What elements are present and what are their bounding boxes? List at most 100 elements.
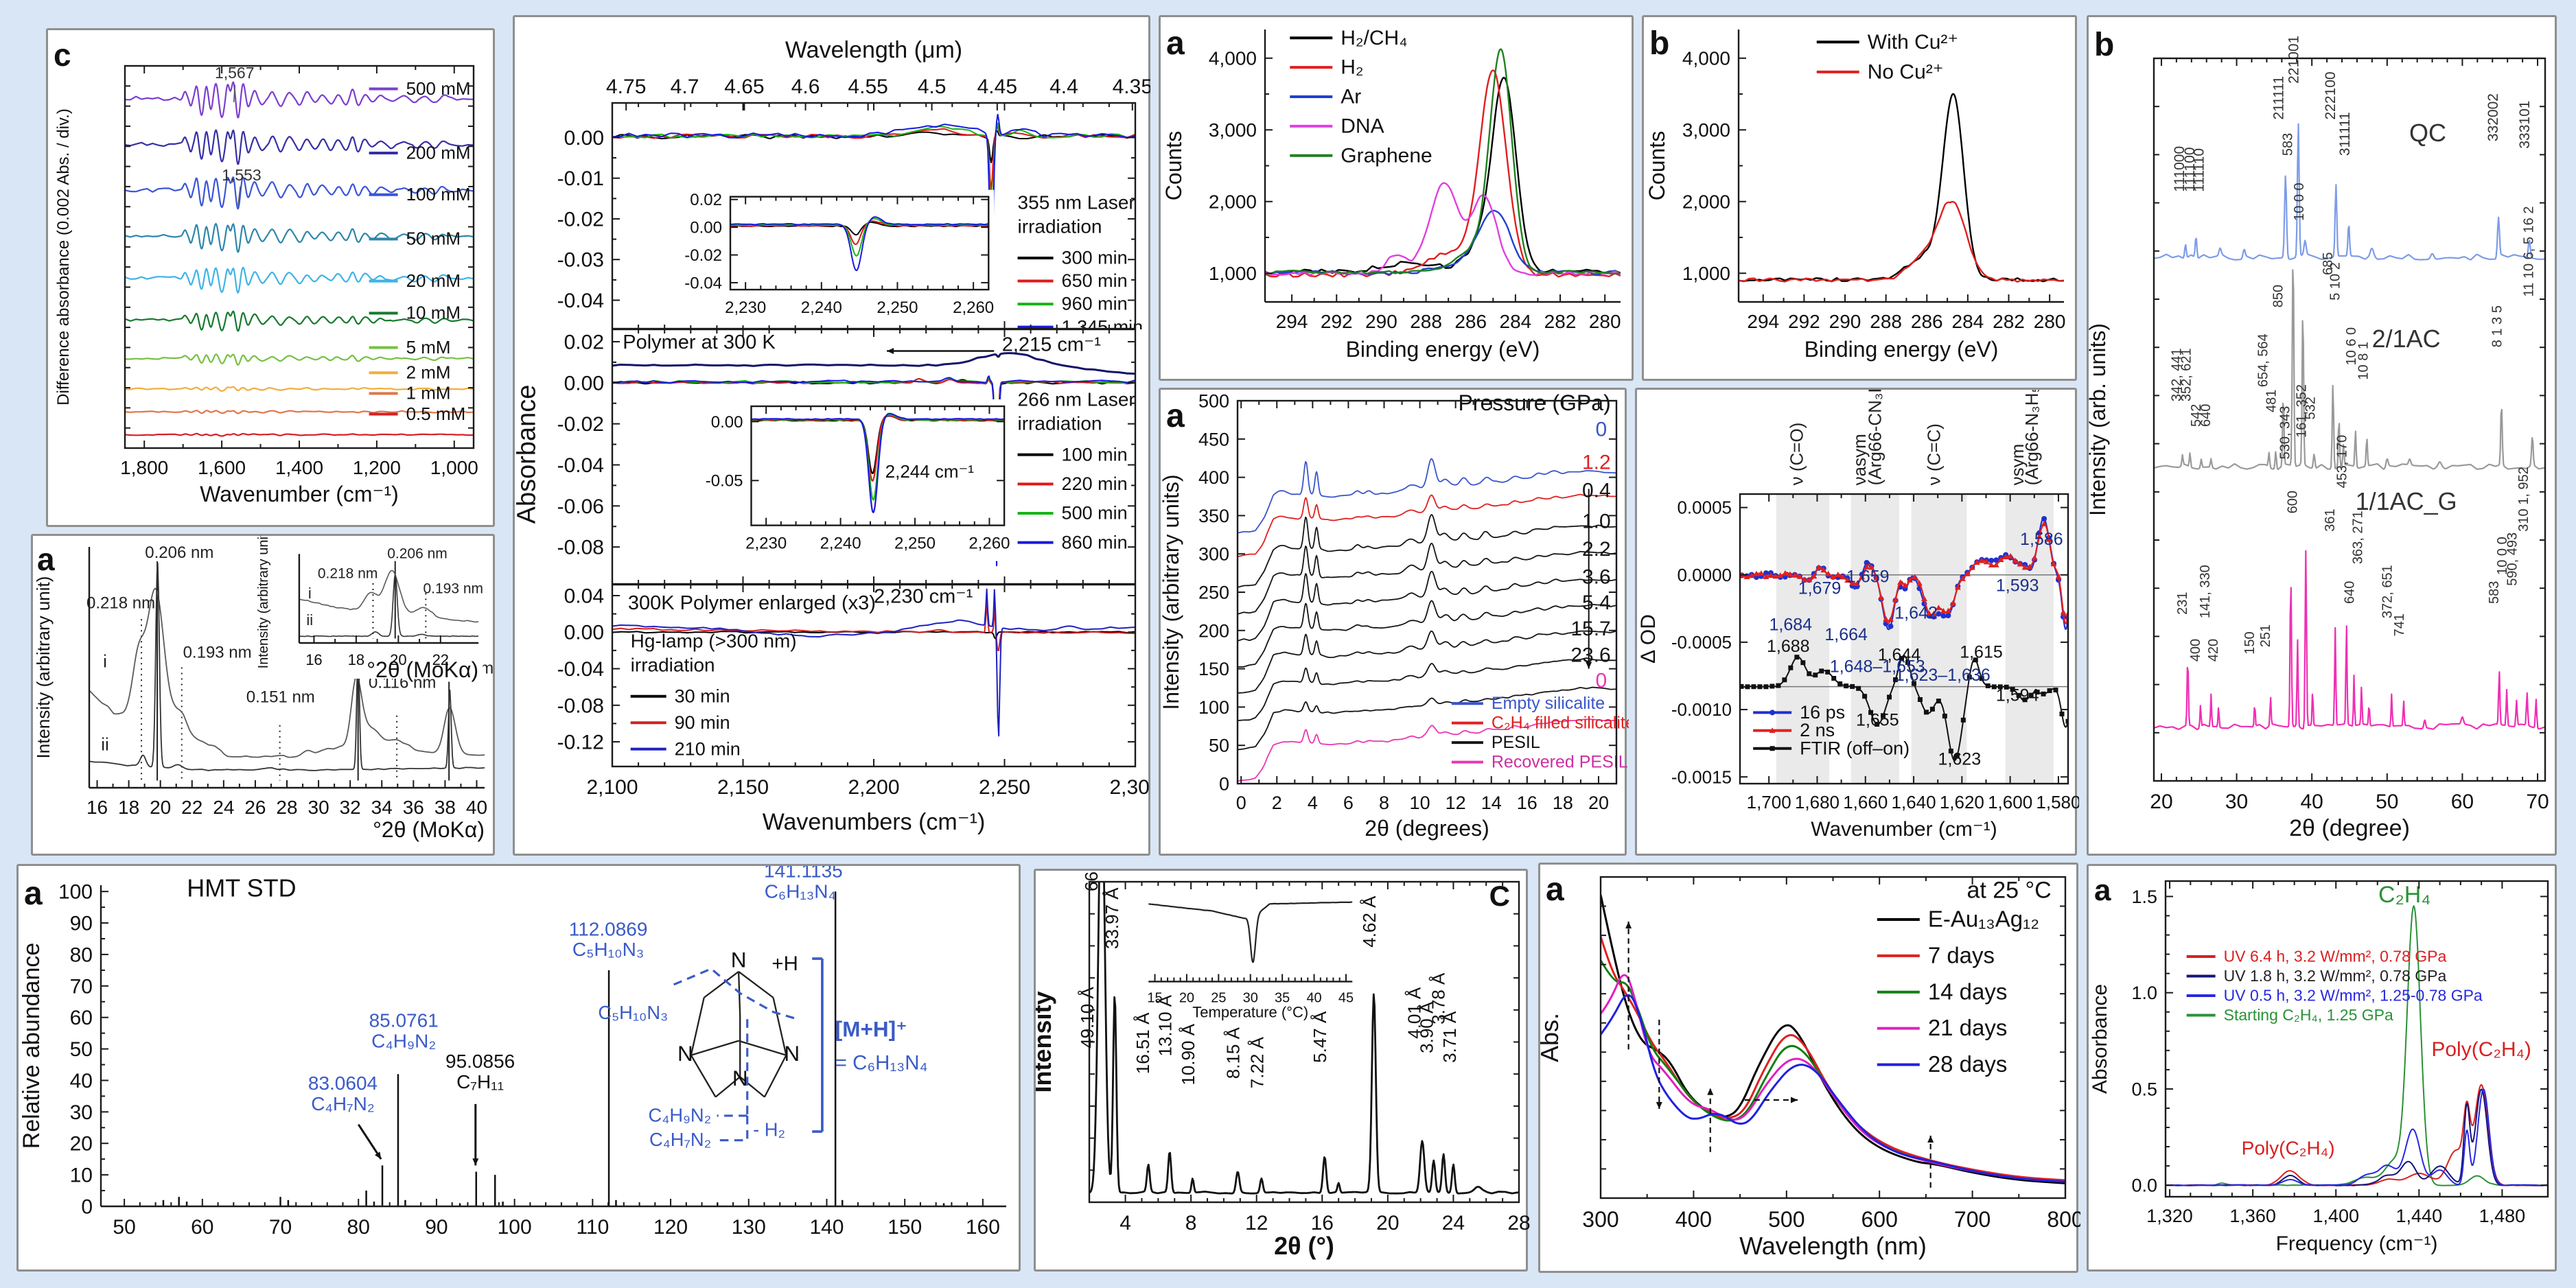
legend-label: 2 mM [406, 362, 451, 383]
structure-label: N [677, 1041, 693, 1066]
x-tick-label: 292 [1321, 311, 1353, 332]
x-tick-label: 36 [403, 797, 424, 818]
y-tick-label: 10 [70, 1164, 93, 1187]
x-axis-label: Frequency (cm⁻¹) [2276, 1232, 2438, 1255]
y-tick-label: 2,000 [1209, 191, 1257, 213]
xrd-mokalpha-inset-traces [299, 561, 479, 639]
x-tick-label: 1,320 [2146, 1206, 2193, 1226]
annotation: 0 [1596, 669, 1608, 692]
band [1776, 494, 1830, 784]
inset-266-axes: 2,230 2,240 2,250 2,260 0.00 -0.05 [706, 405, 1010, 553]
legend-0: UV 6.4 h, 3.2 W/mm², 0.78 GPa UV 1.8 h, 3… [2186, 947, 2483, 1024]
legend-label: 960 min [1062, 294, 1128, 314]
mass-spectrum-figure: HMT STD112.0869C₅H₁₀N₃85.0761C₄H₉N₂83.06… [19, 866, 1006, 1239]
x-tick-label: 160 [966, 1216, 1000, 1239]
y-axis-label: Absorbance [2089, 984, 2111, 1094]
trace-2/1AC [2154, 269, 2545, 471]
x-tick-label: 280 [1589, 311, 1621, 332]
irradiation-container-figure: Absorbance [515, 385, 542, 524]
x-tick-label: 6 [1343, 793, 1354, 813]
annotation: 7.22 Å [1246, 1036, 1267, 1088]
x-tick-label: 2,230 [745, 535, 787, 553]
x-tick-label: 290 [1365, 311, 1397, 332]
y-tick-label: 50 [70, 1038, 93, 1061]
y-tick-label: 0 [1219, 773, 1229, 794]
uvvis-stability-axes: 300 400 500 600 700 800 Wavelength (nm) Abs. [1540, 876, 2080, 1260]
trace-No Cu²⁺ [1739, 200, 2064, 283]
y-tick-label: 200 [1198, 620, 1229, 641]
x-tick-label: 16 [86, 797, 108, 818]
x-tick-label: 2,150 [717, 776, 769, 799]
legend-label: H₂ [1341, 56, 1363, 79]
x-tick-label: 1,000 [430, 457, 478, 478]
y-tick-label: -0.02 [557, 208, 604, 231]
inset-266-traces [751, 412, 1005, 513]
polyethylene-ir-traces [2166, 905, 2548, 1186]
legend-label: 0.5 mM [406, 403, 466, 424]
annotation: 0.218 nm [86, 594, 155, 613]
annotation: 600 [2285, 491, 2300, 513]
annotation: 530, 343 [2277, 406, 2293, 460]
x-tick-label: 20 [1179, 990, 1194, 1005]
trace-5 mM [125, 353, 474, 366]
ftir-concentration-traces [125, 81, 474, 437]
irradiation-hg-lamp-axes: 2,100 2,150 2,200 2,250 2,300 Wavenumbers (cm… [557, 585, 1150, 835]
annotation: 1/1AC_G [2356, 487, 2457, 515]
annotation: 1,642 [1894, 603, 1938, 622]
x-axis-label: Binding energy (eV) [1346, 337, 1540, 362]
xrd-mokalpha-figure: 0.218 nm0.206 nm0.193 nm0.151 nm0.126 nm… [33, 536, 494, 842]
polyethylene-ir-figure: C₂H₄ Poly(C₂H₄) Poly(C₂H₄) UV 6.4 h, 3.2 W/… [2089, 874, 2549, 1255]
y-tick-label: 0.0005 [1677, 497, 1732, 518]
x-tick-label: 16 [1517, 793, 1538, 813]
annotation: 532 [2304, 397, 2319, 419]
x-tick-label: 1,800 [120, 457, 168, 478]
annotation: 420 [2206, 639, 2221, 661]
annotation: 1,594 [1996, 686, 2039, 705]
annotation: νsym [2007, 444, 2028, 486]
y-tick-label: 100 [58, 881, 93, 904]
legend-label: C₂H₄ filled silicalite [1492, 714, 1629, 733]
y-tick-label: 1.0 [2131, 983, 2157, 1003]
y-tick-label: 40 [70, 1070, 93, 1092]
legend-label: 30 min [675, 686, 730, 706]
annotation: 0.193 nm [183, 643, 252, 661]
x-axis-label: 2θ (degree) [2289, 815, 2410, 841]
legend-label: UV 0.5 h, 3.2 W/mm², 1.25-0.78 GPa [2224, 986, 2483, 1004]
x2-tick-label: 4.7 [671, 75, 699, 98]
x-axis-label: 2θ (degrees) [1365, 816, 1489, 841]
y-tick-label: 100 [1198, 697, 1229, 718]
panel-irradiation-355nm: 355 nm Laser irradiation 300 min 650 min 960… [513, 15, 1150, 329]
panel-quasicrystal-xrd: QC 2/1AC 1/1AC_G 111000 111100 111110 211111 22… [2087, 15, 2557, 856]
annotation: ν (C=C) [1924, 423, 1945, 485]
legend-label: 1,345 min [1062, 316, 1144, 329]
structure-label: C₅H₁₀N₃ [598, 1002, 668, 1023]
panel-irradiation-266nm: Polymer at 300 K 2,215 cm⁻¹ 266 nm Laser ir… [513, 329, 1150, 585]
panel-xrd-mokalpha: 0.218 nm0.206 nm0.193 nm0.151 nm0.126 nm… [31, 534, 495, 856]
legend-label: Graphene [1341, 144, 1432, 167]
y-axis-label: Intensity (arbitrary unit) [33, 576, 54, 759]
annotation: 5.47 Å [1310, 1011, 1330, 1063]
legend-label: 5 mM [406, 337, 451, 358]
x-tick-label: 24 [213, 797, 234, 818]
x-tick-label: 18 [348, 651, 364, 668]
annotation: 2,215 cm⁻¹ [1002, 334, 1102, 356]
x-axis-label: Wavelength (nm) [1739, 1232, 1927, 1260]
annotation: 1,553 [222, 166, 262, 184]
legend-label: E-Au₁₃Ag₁₂ [1928, 906, 2039, 932]
trace-DSC [1148, 901, 1353, 963]
x-tick-label: 800 [2047, 1207, 2080, 1232]
annotation: 111110 [2191, 148, 2207, 192]
annotation: QC [2409, 119, 2446, 147]
x-tick-label: 70 [269, 1216, 292, 1239]
legend-0: Hg-lamp (>300 nm) irradiation 30 min 90 min… [631, 630, 797, 759]
y-tick-label: -0.08 [557, 694, 604, 717]
annotation: 3.78 Å [1428, 972, 1448, 1024]
uvvis-stability-figure: at 25 °C E-Au₁₃Ag₁₂ 7 days 14 days 21 days 28… [1540, 871, 2080, 1260]
panel-delta-od: ν (C=O) νasym (Arg66-CN₃H₅⁺) ν (C=C) νsym (Ar… [1635, 388, 2079, 856]
y-tick-label: 20 [70, 1133, 93, 1156]
annotation: 0.206 nm [387, 546, 448, 562]
y-tick-label: 70 [70, 975, 93, 998]
panel-letter: a [1166, 25, 1185, 62]
